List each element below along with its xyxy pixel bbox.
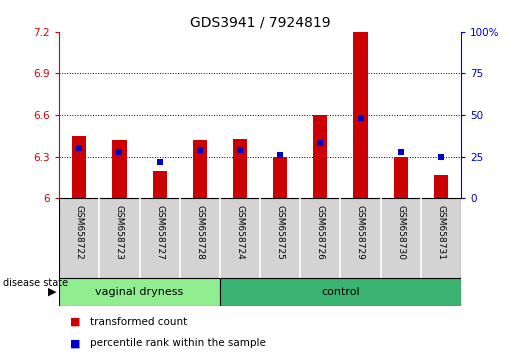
Bar bbox=[72, 136, 87, 198]
Text: GSM658723: GSM658723 bbox=[115, 205, 124, 259]
Text: ■: ■ bbox=[70, 338, 80, 348]
Text: GSM658724: GSM658724 bbox=[235, 205, 245, 259]
Bar bbox=[59, 278, 220, 306]
Bar bbox=[193, 140, 207, 198]
Bar bbox=[233, 139, 247, 198]
Bar bbox=[152, 171, 167, 198]
Text: GSM658726: GSM658726 bbox=[316, 205, 325, 259]
Text: GSM658729: GSM658729 bbox=[356, 205, 365, 259]
Text: GSM658728: GSM658728 bbox=[195, 205, 204, 259]
Bar bbox=[220, 278, 461, 306]
Bar bbox=[434, 175, 448, 198]
Bar bbox=[313, 115, 328, 198]
Text: GSM658730: GSM658730 bbox=[396, 205, 405, 259]
Text: disease state: disease state bbox=[3, 278, 67, 288]
Text: ■: ■ bbox=[70, 317, 80, 327]
Bar bbox=[112, 140, 127, 198]
Text: transformed count: transformed count bbox=[90, 317, 187, 327]
Text: ▶: ▶ bbox=[48, 287, 57, 297]
Text: GSM658727: GSM658727 bbox=[155, 205, 164, 259]
Text: GSM658722: GSM658722 bbox=[75, 205, 84, 259]
Text: percentile rank within the sample: percentile rank within the sample bbox=[90, 338, 266, 348]
Text: GSM658725: GSM658725 bbox=[276, 205, 285, 259]
Text: vaginal dryness: vaginal dryness bbox=[95, 287, 184, 297]
Bar bbox=[273, 157, 287, 198]
Text: control: control bbox=[321, 287, 359, 297]
Title: GDS3941 / 7924819: GDS3941 / 7924819 bbox=[190, 15, 331, 29]
Bar bbox=[393, 157, 408, 198]
Text: GSM658731: GSM658731 bbox=[436, 205, 445, 259]
Bar bbox=[353, 32, 368, 198]
